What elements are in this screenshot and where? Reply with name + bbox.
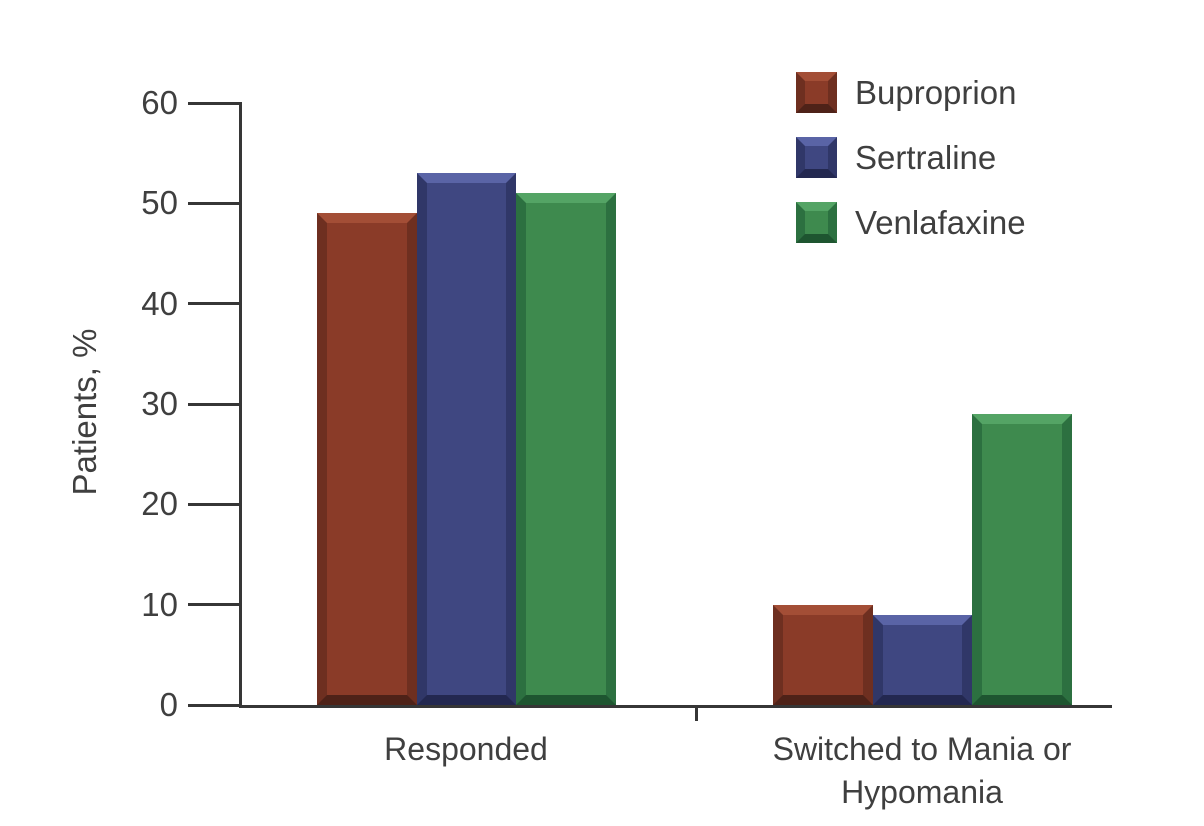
y-tick-line (188, 402, 242, 406)
y-tick-label: 50 (141, 184, 178, 222)
y-tick-label: 40 (141, 284, 178, 322)
y-tick-line (188, 603, 242, 607)
x-category-label-responded: Responded (384, 731, 548, 767)
legend-swatch-buproprion-icon (796, 72, 837, 113)
y-tick-label: 60 (141, 84, 178, 121)
bar-buproprion-category-1 (773, 604, 873, 705)
bar-buproprion-category-0 (317, 213, 417, 705)
plot-area: 0 10 20 30 40 50 60 (141, 84, 1112, 723)
y-tick-line (188, 302, 242, 306)
y-tick-label: 30 (141, 385, 178, 422)
x-tick-line (694, 708, 698, 721)
legend-label-buproprion: Buproprion (855, 73, 1017, 111)
legend-item-venlafaxine: Venlafaxine (796, 202, 1026, 243)
bar-sertraline-category-1 (872, 614, 973, 705)
y-tick-line (188, 703, 242, 707)
bar-venlafaxine-category-0 (516, 193, 617, 705)
bar-venlafaxine-category-1 (972, 414, 1073, 705)
y-tick-label: 20 (141, 485, 178, 523)
legend-item-sertraline: Sertraline (796, 137, 1026, 178)
legend-swatch-venlafaxine-icon (796, 202, 837, 243)
legend-item-buproprion: Buproprion (796, 72, 1026, 113)
y-tick-line (188, 101, 242, 105)
legend-label-venlafaxine: Venlafaxine (855, 203, 1026, 241)
legend: Buproprion Sertraline Venlafaxine (796, 72, 1026, 267)
legend-swatch-sertraline-icon (796, 137, 837, 178)
y-tick-line (188, 201, 242, 205)
y-tick-label: 0 (159, 686, 178, 723)
y-tick-line (188, 502, 242, 506)
x-category-label-switched-to-mania: Switched to Mania or Hypomania (772, 731, 1072, 810)
y-tick-label: 10 (141, 585, 178, 623)
legend-label-sertraline: Sertraline (855, 138, 997, 176)
bar-sertraline-category-0 (416, 173, 517, 705)
